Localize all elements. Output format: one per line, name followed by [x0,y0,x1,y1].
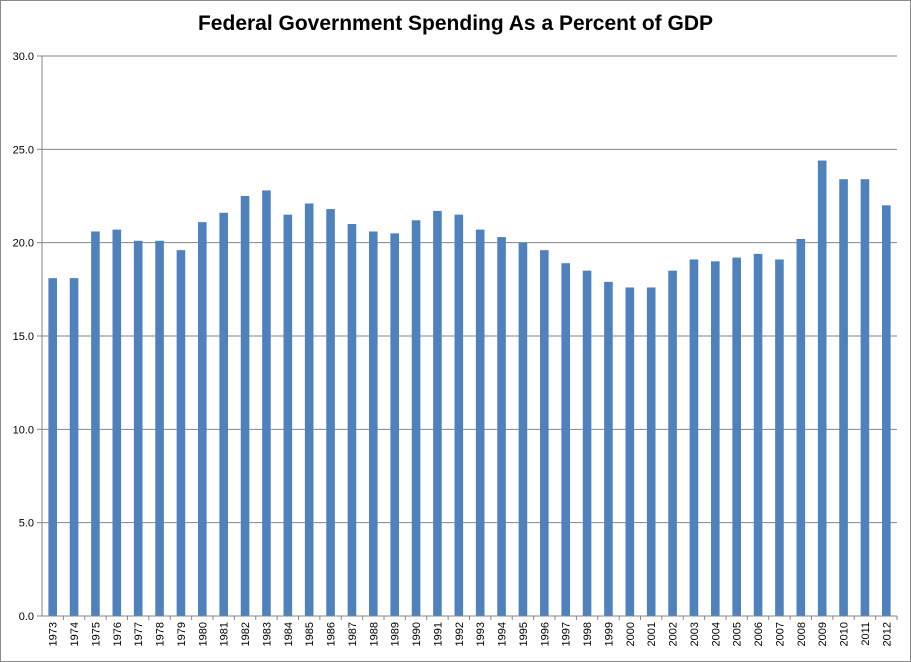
x-tick-label: 2007 [774,622,786,646]
bar-1988 [369,231,378,616]
bar-2006 [753,253,763,616]
bar-2011 [860,179,870,616]
bar-1974 [69,278,79,616]
bar-2005 [732,257,741,616]
bar-1997 [561,263,570,616]
x-tick-label: 1988 [368,622,380,646]
x-tick-label: 1981 [219,622,231,646]
bar-2012 [882,205,891,617]
x-tick-label: 1975 [90,622,102,646]
x-tick-label: 2000 [625,622,637,646]
x-tick-label: 1995 [518,622,530,646]
bar-1983 [262,190,271,616]
bar-2008 [796,238,806,616]
x-tick-label: 2001 [646,622,658,646]
bar-1976 [112,229,122,616]
bar-1982 [240,196,250,616]
bar-1981 [219,212,228,617]
bar-1991 [433,210,442,616]
x-tick-label: 2002 [668,622,680,646]
bar-2004 [711,261,720,616]
x-tick-label: 1994 [497,622,509,646]
bar-1998 [582,270,592,616]
bar-2000 [625,287,635,616]
y-tick-label: 20.0 [13,238,34,250]
bar-1992 [454,214,464,616]
bar-1996 [540,250,549,616]
bar-1994 [497,237,506,617]
x-tick-label: 1990 [411,622,423,646]
y-tick-label: 25.0 [13,144,34,156]
y-tick-label: 0.0 [19,611,34,623]
x-tick-label: 2006 [753,622,765,646]
bar-2007 [775,259,784,616]
x-tick-label: 1999 [603,622,615,646]
x-tick-label: 2010 [839,622,851,646]
x-tick-label: 2003 [689,622,701,646]
bar-2010 [839,179,848,616]
bar-2002 [668,270,677,616]
x-tick-label: 1992 [454,622,466,646]
x-tick-label: 2009 [817,622,829,646]
x-tick-label: 1976 [112,622,124,646]
bar-1973 [48,278,57,616]
bar-1977 [133,240,143,617]
bar-1980 [198,222,207,616]
x-tick-label: 1973 [48,622,60,646]
x-tick-label: 1993 [475,622,487,646]
bar-1985 [304,203,314,616]
bar-1986 [326,209,335,617]
y-tick-label: 15.0 [13,331,34,343]
x-tick-label: 1986 [326,622,338,646]
bar-1995 [518,242,528,616]
x-tick-label: 1974 [69,622,81,646]
bar-1990 [411,220,421,616]
x-tick-label: 1997 [561,622,573,646]
bar-1993 [475,229,485,616]
y-tick-labels: 0.0 5.0 10.0 15.0 20.0 25.0 30.0 [13,51,34,623]
x-tick-label: 2012 [881,622,893,646]
x-tick-label: 1984 [283,622,295,646]
x-tick-label: 1989 [390,622,402,646]
gridlines [37,55,897,617]
x-tick-label: 2008 [796,622,808,646]
y-tick-label: 10.0 [13,424,34,436]
chart-title: Federal Government Spending As a Percent… [197,12,713,35]
x-tick-label: 1979 [176,622,188,646]
bar-2003 [689,259,699,616]
x-tick-label: 1982 [240,622,252,646]
bars [48,160,891,617]
x-tick-label: 2011 [860,622,872,646]
bar-1999 [604,281,613,616]
x-tick-label: 1991 [432,622,444,646]
bar-1975 [91,231,100,616]
bar-1989 [390,233,399,617]
x-tick-label: 1987 [347,622,359,646]
y-tick-label: 5.0 [19,518,34,530]
bar-1984 [283,214,293,616]
x-tick-label: 1978 [155,622,167,646]
x-tick-label: 2005 [732,622,744,646]
axes [41,56,898,620]
x-tick-label: 1996 [539,622,551,646]
x-tick-label: 1977 [133,622,145,646]
bar-1978 [155,240,164,617]
y-tick-label: 30.0 [13,51,34,63]
x-tick-label: 1998 [582,622,594,646]
x-tick-label: 2004 [710,622,722,646]
x-tick-labels: 1973 1974 1975 1976 1977 1978 1979 1980 1981 1982… [48,622,894,646]
bar-1979 [176,250,186,616]
x-tick-label: 1983 [261,622,273,646]
bar-1987 [347,224,357,616]
x-tick-label: 1980 [197,622,209,646]
x-tick-label: 1985 [304,622,316,646]
bar-2001 [646,287,656,616]
bar-2009 [817,160,827,617]
